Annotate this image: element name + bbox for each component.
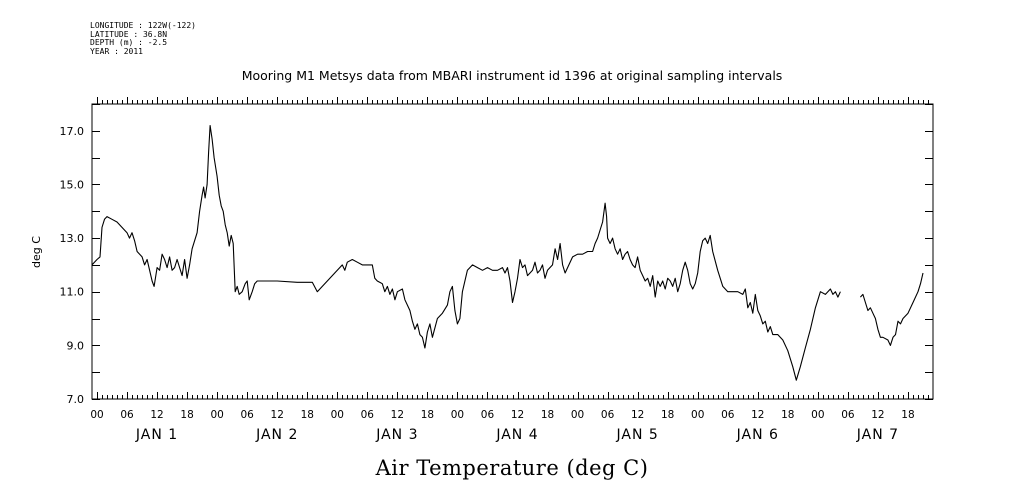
depth-label: DEPTH (m) : -2.5 <box>90 38 168 47</box>
x-tick-label: 12 <box>871 409 884 421</box>
day-label: JAN 7 <box>856 427 899 443</box>
x-tick-label: 06 <box>120 409 134 421</box>
x-axis-label: Air Temperature (deg C) <box>375 456 649 480</box>
series-line <box>859 272 924 346</box>
metadata-header: LONGITUDE : 122W(-122) LATITUDE : 36.8N … <box>90 21 196 56</box>
plot-frame <box>91 103 934 400</box>
day-label: JAN 2 <box>255 427 298 443</box>
y-tick-label: 13.0 <box>60 232 85 245</box>
day-label: JAN 3 <box>375 427 418 443</box>
y-tick-labels: 7.0 9.0 11.0 13.0 15.0 17.0 <box>60 125 85 406</box>
x-tick-label: 06 <box>601 409 615 421</box>
y-tick-label: 11.0 <box>60 286 85 299</box>
x-tick-label: 18 <box>301 409 314 421</box>
x-tick-label: 12 <box>511 409 524 421</box>
x-tick-label: 18 <box>180 409 193 421</box>
x-tick-label: 18 <box>781 409 794 421</box>
x-tick-label: 06 <box>481 409 495 421</box>
day-label: JAN 5 <box>616 427 659 443</box>
x-tick-label: 18 <box>661 409 674 421</box>
x-tick-label: 00 <box>90 409 103 421</box>
x-tick-label: 12 <box>631 409 644 421</box>
y-tick-label: 17.0 <box>60 125 85 138</box>
longitude-label: LONGITUDE : 122W(-122) <box>90 21 196 30</box>
x-tick-label: 12 <box>391 409 404 421</box>
x-tick-label: 00 <box>811 409 824 421</box>
y-axis-label: deg C <box>30 236 43 268</box>
axis-ticks <box>92 97 933 400</box>
x-tick-label: 00 <box>571 409 584 421</box>
x-tick-label: 06 <box>721 409 735 421</box>
latitude-label: LATITUDE : 36.8N <box>90 29 168 39</box>
x-tick-label: 00 <box>691 409 704 421</box>
x-tick-label: 06 <box>361 409 375 421</box>
year-label: YEAR : 2011 <box>90 46 143 56</box>
day-label: JAN 4 <box>495 427 538 443</box>
x-tick-label: 06 <box>240 409 254 421</box>
y-tick-label: 7.0 <box>67 393 85 406</box>
x-tick-label: 18 <box>421 409 434 421</box>
x-tick-labels: 00 06 12 18 00 06 12 18 00 06 12 18 00 06 12 18 00 06 12 18… <box>90 409 914 421</box>
x-tick-label: 18 <box>901 409 914 421</box>
x-tick-label: 00 <box>331 409 344 421</box>
x-tick-label: 12 <box>150 409 163 421</box>
x-tick-label: 12 <box>271 409 284 421</box>
series-line <box>91 124 841 381</box>
chart-title: Mooring M1 Metsys data from MBARI instru… <box>242 68 783 83</box>
x-tick-label: 18 <box>541 409 554 421</box>
day-labels: JAN 1 JAN 2 JAN 3 JAN 4 JAN 5 JAN 6 JAN 7 <box>135 427 899 443</box>
day-label: JAN 6 <box>736 427 779 443</box>
x-tick-label: 00 <box>451 409 464 421</box>
x-tick-label: 12 <box>751 409 764 421</box>
x-tick-label: 06 <box>841 409 855 421</box>
day-label: JAN 1 <box>135 427 178 443</box>
series-group <box>91 124 924 381</box>
y-tick-label: 9.0 <box>67 339 85 352</box>
y-tick-label: 15.0 <box>60 178 85 191</box>
x-tick-label: 00 <box>210 409 223 421</box>
